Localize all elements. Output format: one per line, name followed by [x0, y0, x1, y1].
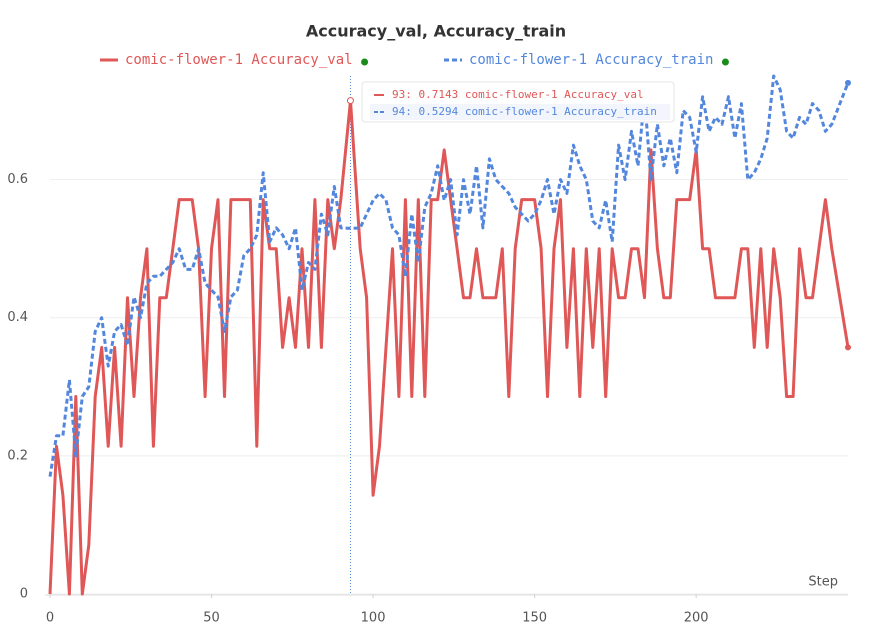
legend-status	[361, 58, 369, 66]
x-tick-label: 0	[46, 611, 54, 626]
y-tick-label: 0.6	[7, 172, 28, 187]
series-line	[48, 99, 850, 596]
x-tick-label: 150	[522, 611, 547, 626]
tooltip-box	[361, 81, 675, 123]
x-tick-label: 50	[203, 611, 220, 626]
tooltip-text: 93: 0.7143 comic-flower-1 Accuracy_val	[392, 88, 644, 101]
legend-label: comic-flower-1 Accuracy_train	[469, 52, 713, 68]
tooltip-highlight	[370, 104, 670, 120]
legend-label: comic-flower-1 Accuracy_val	[125, 52, 353, 68]
y-tick-label: 0.2	[7, 448, 28, 463]
series-line	[48, 74, 850, 477]
x-axis-label: Step	[808, 575, 838, 590]
x-tick-label: 100	[361, 611, 386, 626]
hover-dot	[346, 97, 354, 105]
end-dot	[845, 79, 851, 86]
x-tick-label: 200	[684, 611, 709, 626]
y-tick-label: 0.4	[7, 310, 28, 325]
chart-title: Accuracy_val, Accuracy_train	[306, 22, 566, 41]
y-tick-label: 0	[20, 587, 28, 602]
end-dot	[845, 344, 851, 351]
tooltip-text: 94: 0.5294 comic-flower-1 Accuracy_train	[392, 105, 657, 118]
legend-status	[721, 58, 729, 66]
